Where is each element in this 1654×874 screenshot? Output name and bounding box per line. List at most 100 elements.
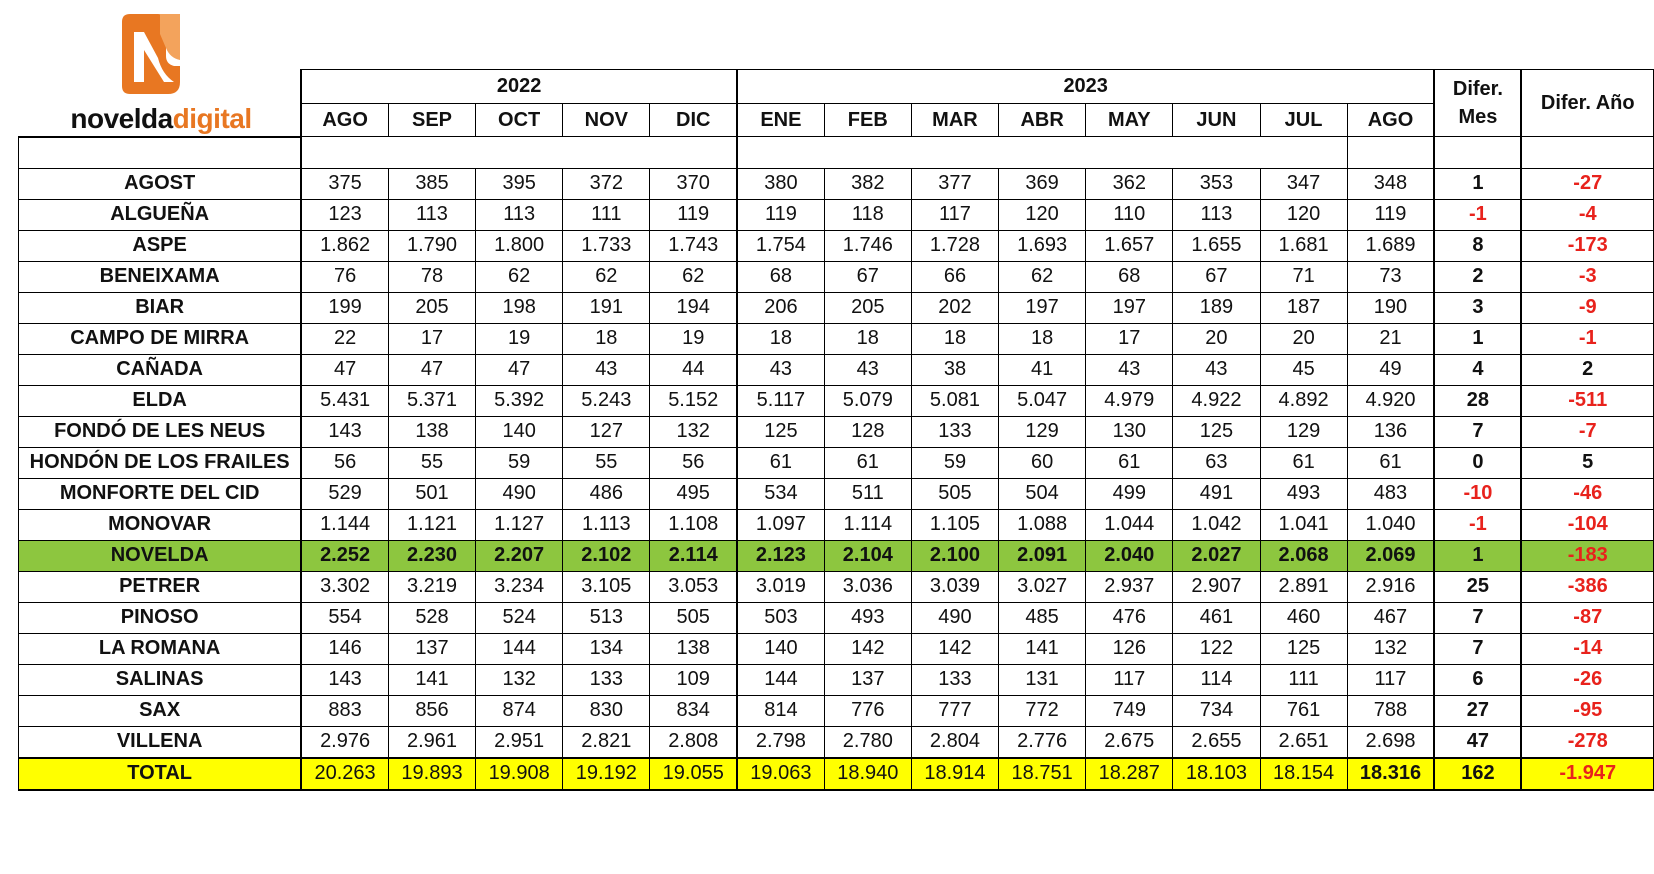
value-cell: 18.751 <box>998 756 1087 791</box>
value-cell: 3.234 <box>475 570 564 603</box>
value-cell: 142 <box>910 632 1000 665</box>
value-cell: 1.800 <box>475 229 564 262</box>
value-cell: 503 <box>736 601 825 634</box>
value-cell: 68 <box>736 260 825 293</box>
municipality-name: SALINAS <box>18 663 302 696</box>
value-cell: 1.144 <box>300 508 389 541</box>
value-cell: 2.907 <box>1172 570 1261 603</box>
value-cell: 483 <box>1346 477 1435 510</box>
diff-year-cell: -278 <box>1520 725 1654 758</box>
value-cell: 130 <box>1085 415 1174 448</box>
value-cell: 495 <box>649 477 738 510</box>
value-cell: 47 <box>387 353 477 386</box>
table-row: CAMPO DE MIRRA 22 17 19 18 19 18 18 18 18 17 20 20 21… <box>18 322 1654 355</box>
value-cell: 125 <box>1172 415 1261 448</box>
value-cell: 353 <box>1172 167 1261 200</box>
table-row: BIAR 199 205 198 191 194 206 205 202 197 197 189 187… <box>18 291 1654 324</box>
value-cell: 191 <box>562 291 651 324</box>
value-cell: 61 <box>1259 446 1348 479</box>
value-cell: 132 <box>475 663 564 696</box>
value-cell: 56 <box>649 446 738 479</box>
spacer-cell <box>736 136 1348 169</box>
value-cell: 119 <box>736 198 825 231</box>
table-row: SAX 883 856 874 830 834 814 776 777 772 749 734 761 7… <box>18 694 1654 727</box>
value-cell: 1.097 <box>736 508 825 541</box>
diff-year-cell: -1 <box>1520 322 1654 355</box>
value-cell: 4.920 <box>1346 384 1435 417</box>
value-cell: 5.152 <box>649 384 738 417</box>
value-cell: 1.121 <box>387 508 477 541</box>
value-cell: 2.780 <box>823 725 912 758</box>
value-cell: 18.940 <box>823 756 912 791</box>
value-cell: 5.431 <box>300 384 389 417</box>
value-cell: 2.976 <box>300 725 389 758</box>
diff-month-cell: -1 <box>1433 198 1522 231</box>
spacer-cell <box>300 136 738 169</box>
value-cell: 370 <box>649 167 738 200</box>
table-row: MONFORTE DEL CID 529 501 490 486 495 534 511 505… <box>18 477 1654 510</box>
spacer-cell <box>1433 136 1522 169</box>
value-cell: 2.808 <box>649 725 738 758</box>
value-cell: 491 <box>1172 477 1261 510</box>
value-cell: 490 <box>910 601 1000 634</box>
value-cell: 513 <box>562 601 651 634</box>
value-cell: 19.063 <box>736 756 825 791</box>
value-cell: 1.044 <box>1085 508 1174 541</box>
value-cell: 119 <box>649 198 738 231</box>
table-row: PETRER 3.302 3.219 3.234 3.105 3.053 3.019 3.03… <box>18 570 1654 603</box>
value-cell: 19 <box>649 322 738 355</box>
value-cell: 749 <box>1085 694 1174 727</box>
value-cell: 734 <box>1172 694 1261 727</box>
value-cell: 1.862 <box>300 229 389 262</box>
month-header: MAR <box>910 103 1000 137</box>
table-row: ASPE 1.862 1.790 1.800 1.733 1.743 1.754 1.746 1… <box>18 229 1654 262</box>
month-header: AGO <box>300 103 389 137</box>
value-cell: 1.108 <box>649 508 738 541</box>
value-cell: 395 <box>475 167 564 200</box>
value-cell: 202 <box>910 291 1000 324</box>
value-cell: 134 <box>562 632 651 665</box>
value-cell: 43 <box>1172 353 1261 386</box>
value-cell: 2.937 <box>1085 570 1174 603</box>
value-cell: 111 <box>562 198 651 231</box>
value-cell: 814 <box>736 694 825 727</box>
municipality-name: NOVELDA <box>18 539 302 572</box>
value-cell: 3.053 <box>649 570 738 603</box>
table-row: MONOVAR 1.144 1.121 1.127 1.113 1.108 1.097 1.1… <box>18 508 1654 541</box>
value-cell: 1.041 <box>1259 508 1348 541</box>
value-cell: 133 <box>910 663 1000 696</box>
diff-month-cell: 1 <box>1433 322 1522 355</box>
value-cell: 1.114 <box>823 508 912 541</box>
month-header: DIC <box>649 103 738 137</box>
value-cell: 194 <box>649 291 738 324</box>
value-cell: 2.252 <box>300 539 389 572</box>
diff-month-cell: 7 <box>1433 601 1522 634</box>
month-header: OCT <box>475 103 564 137</box>
value-cell: 21 <box>1346 322 1435 355</box>
value-cell: 132 <box>649 415 738 448</box>
value-cell: 1.754 <box>736 229 825 262</box>
value-cell: 2.951 <box>475 725 564 758</box>
value-cell: 61 <box>823 446 912 479</box>
value-cell: 17 <box>1085 322 1174 355</box>
diff-year-cell: -1.947 <box>1520 756 1654 791</box>
value-cell: 1.127 <box>475 508 564 541</box>
diff-year-cell: -9 <box>1520 291 1654 324</box>
month-header: ABR <box>998 103 1087 137</box>
value-cell: 187 <box>1259 291 1348 324</box>
value-cell: 380 <box>736 167 825 200</box>
diff-month-cell: 27 <box>1433 694 1522 727</box>
value-cell: 461 <box>1172 601 1261 634</box>
table-row: FONDÓ DE LES NEUS 143 138 140 127 132 125 128 13… <box>18 415 1654 448</box>
value-cell: 22 <box>300 322 389 355</box>
value-cell: 501 <box>387 477 477 510</box>
value-cell: 197 <box>998 291 1087 324</box>
total-row: TOTAL 20.263 19.893 19.908 19.192 19.055 19.06… <box>18 756 1654 791</box>
diff-month-cell: 1 <box>1433 167 1522 200</box>
value-cell: 2.104 <box>823 539 912 572</box>
value-cell: 2.798 <box>736 725 825 758</box>
municipality-name: ALGUEÑA <box>18 198 302 231</box>
value-cell: 5.392 <box>475 384 564 417</box>
value-cell: 18 <box>998 322 1087 355</box>
value-cell: 117 <box>910 198 1000 231</box>
